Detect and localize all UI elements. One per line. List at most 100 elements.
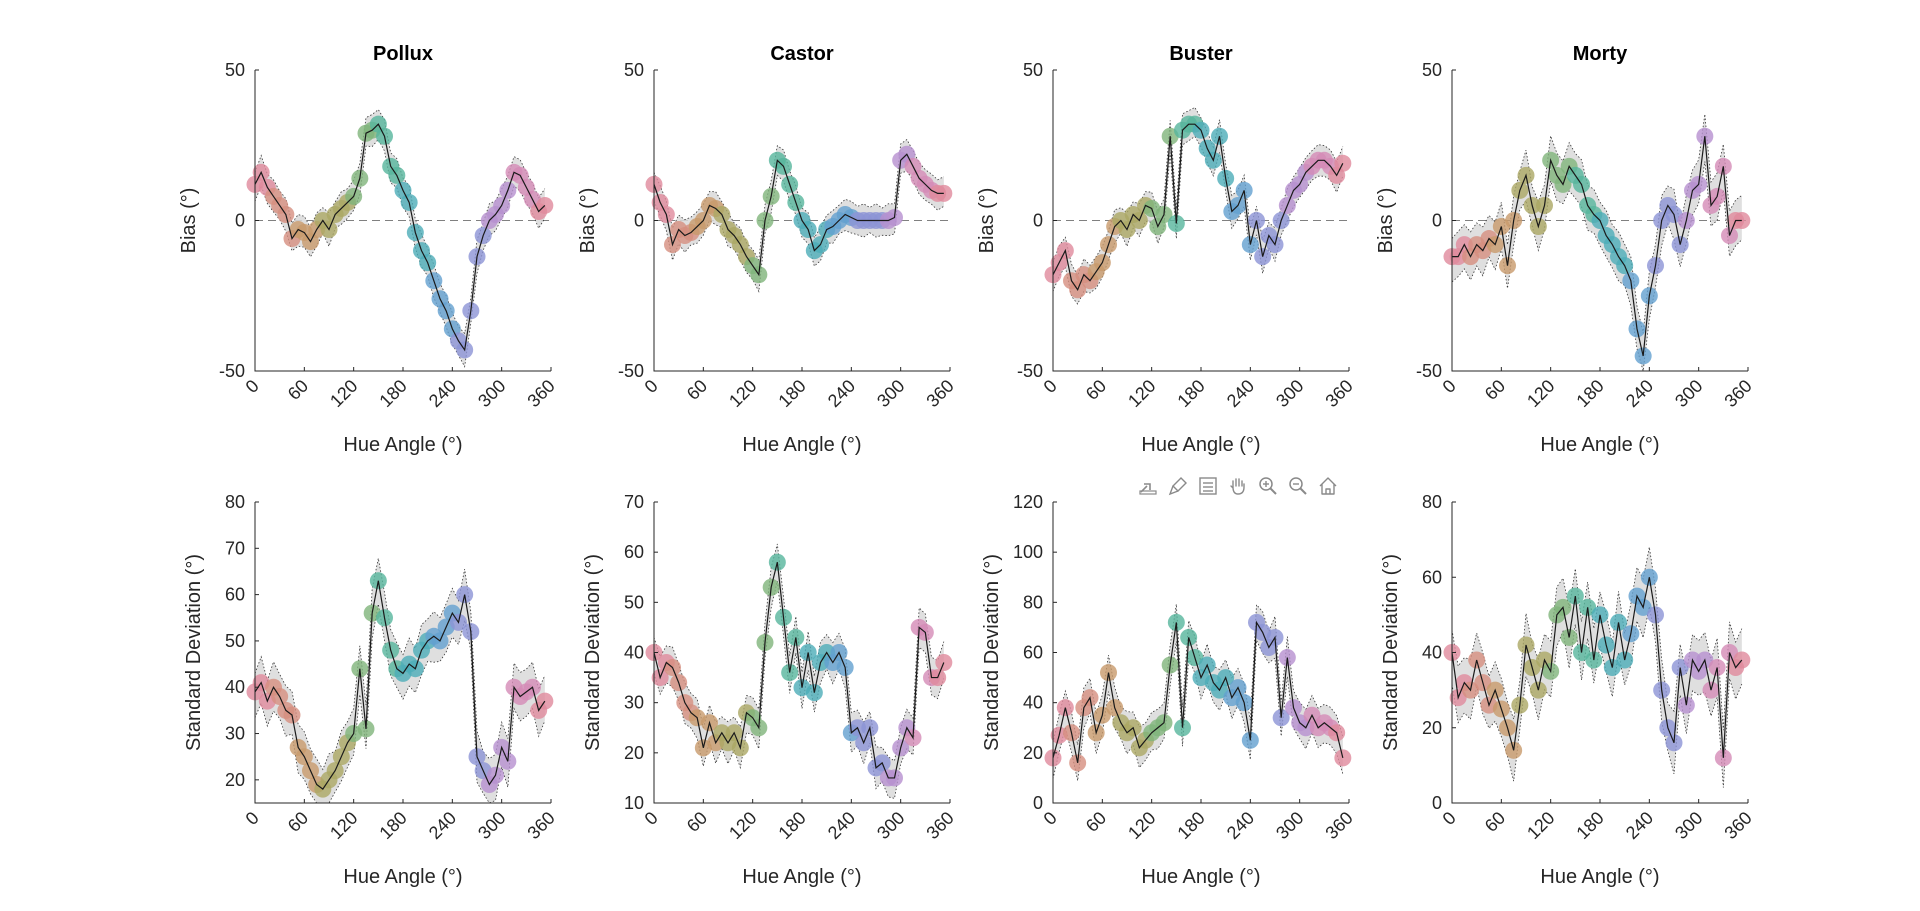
panel-sd-1[interactable]: 10 20 30 40 50 60 70 0 60 120 180 240 300 360 Hue Angl… [582,492,958,888]
y-tick-label: -50 [618,361,644,381]
y-axis-label: Bias (°) [1375,188,1397,254]
x-tick-label: 240 [1622,376,1657,411]
y-tick-label: 20 [225,770,245,790]
x-tick-label: 300 [1272,808,1307,843]
home-icon[interactable] [1314,472,1342,500]
y-tick-label: -50 [1416,361,1442,381]
y-tick-label: 80 [1023,592,1043,612]
x-tick-label: 360 [1321,808,1356,843]
x-tick-label: 180 [375,376,410,411]
y-tick-label: 50 [1422,60,1442,80]
mean-line [653,562,945,779]
x-tick-label: 120 [326,376,361,411]
x-tick-label: 180 [1572,808,1607,843]
x-tick-label: 360 [523,376,558,411]
y-tick-label: 60 [1023,643,1043,663]
y-tick-label: 20 [624,743,644,763]
x-tick-label: 180 [774,808,809,843]
x-axis-label: Hue Angle (°) [343,434,462,456]
y-tick-label: 70 [225,538,245,558]
x-tick-label: 0 [641,808,662,829]
x-tick-label: 60 [683,376,711,404]
confidence-band [654,543,944,799]
y-tick-label: 80 [1422,492,1442,512]
y-axis-label: Standard Deviation (°) [1380,554,1402,751]
x-tick-label: 300 [1272,376,1307,411]
x-tick-label: 120 [326,808,361,843]
x-axis-label: Hue Angle (°) [1141,866,1260,888]
mean-line [1052,123,1344,291]
x-tick-label: 120 [1523,808,1558,843]
y-tick-label: 50 [624,60,644,80]
y-tick-label: 0 [1033,211,1043,231]
band-lower-edge [1451,606,1743,788]
x-tick-label: 120 [1124,376,1159,411]
y-tick-label: 40 [225,677,245,697]
x-axis-label: Hue Angle (°) [742,434,861,456]
panel-sd-2[interactable]: 0 20 40 60 80 100 120 0 60 120 180 240 300 360 Hue Ang… [981,492,1357,888]
legend-icon[interactable] [1194,472,1222,500]
x-tick-label: 180 [1173,808,1208,843]
mean-line [653,153,944,277]
y-tick-label: 30 [225,724,245,744]
x-tick-label: 180 [1173,376,1208,411]
x-tick-label: 360 [523,808,558,843]
x-tick-label: 0 [242,376,263,397]
export-icon[interactable] [1134,472,1162,500]
y-tick-label: 0 [1432,793,1442,813]
x-tick-label: 60 [1082,376,1110,404]
y-tick-label: 80 [225,492,245,512]
panel-title: Pollux [373,43,433,65]
mean-line [1452,136,1742,357]
panel-sd-3[interactable]: 0 20 40 60 80 0 60 120 180 240 300 360 Hue Angle (°)… [1380,492,1756,888]
panel-sd-0[interactable]: 20 30 40 50 60 70 80 0 60 120 180 240 300 360 Hue Angl… [183,492,559,888]
x-tick-label: 360 [922,808,957,843]
x-tick-label: 240 [1223,808,1258,843]
zoom-in-icon[interactable] [1254,472,1282,500]
mean-line [254,580,546,790]
brush-icon[interactable] [1164,472,1192,500]
y-tick-label: 60 [624,542,644,562]
pan-hand-icon[interactable] [1224,472,1252,500]
y-axis-label: Standard Deviation (°) [582,554,604,751]
x-tick-label: 0 [1439,808,1460,829]
y-tick-label: 40 [624,643,644,663]
mean-line [1052,620,1344,763]
x-axis-label: Hue Angle (°) [1141,434,1260,456]
x-tick-label: 60 [1481,376,1509,404]
x-tick-label: 240 [425,376,460,411]
x-tick-label: 0 [242,808,263,829]
y-tick-label: 120 [1013,492,1043,512]
y-tick-label: 50 [1023,60,1043,80]
x-tick-label: 120 [725,808,760,843]
x-tick-label: 180 [1572,376,1607,411]
y-tick-label: 100 [1013,542,1043,562]
y-axis-label: Bias (°) [178,188,200,254]
band-upper-edge [1052,603,1344,745]
x-tick-label: 0 [641,376,662,397]
y-tick-label: 60 [225,585,245,605]
y-tick-label: 0 [1432,211,1442,231]
x-tick-label: 240 [824,376,859,411]
mean-line [254,123,546,352]
x-tick-label: 240 [1622,808,1657,843]
y-tick-label: 30 [624,693,644,713]
y-tick-label: 10 [624,793,644,813]
y-tick-label: 20 [1023,743,1043,763]
band-lower-edge [254,138,546,368]
zoom-out-icon[interactable] [1284,472,1312,500]
x-tick-label: 240 [824,808,859,843]
y-tick-label: 70 [624,492,644,512]
x-tick-label: 300 [474,376,509,411]
y-tick-label: 20 [1422,718,1442,738]
x-tick-label: 0 [1439,376,1460,397]
y-tick-label: -50 [219,361,245,381]
x-tick-label: 360 [1720,376,1755,411]
y-axis-label: Standard Deviation (°) [183,554,205,751]
y-tick-label: 0 [634,211,644,231]
